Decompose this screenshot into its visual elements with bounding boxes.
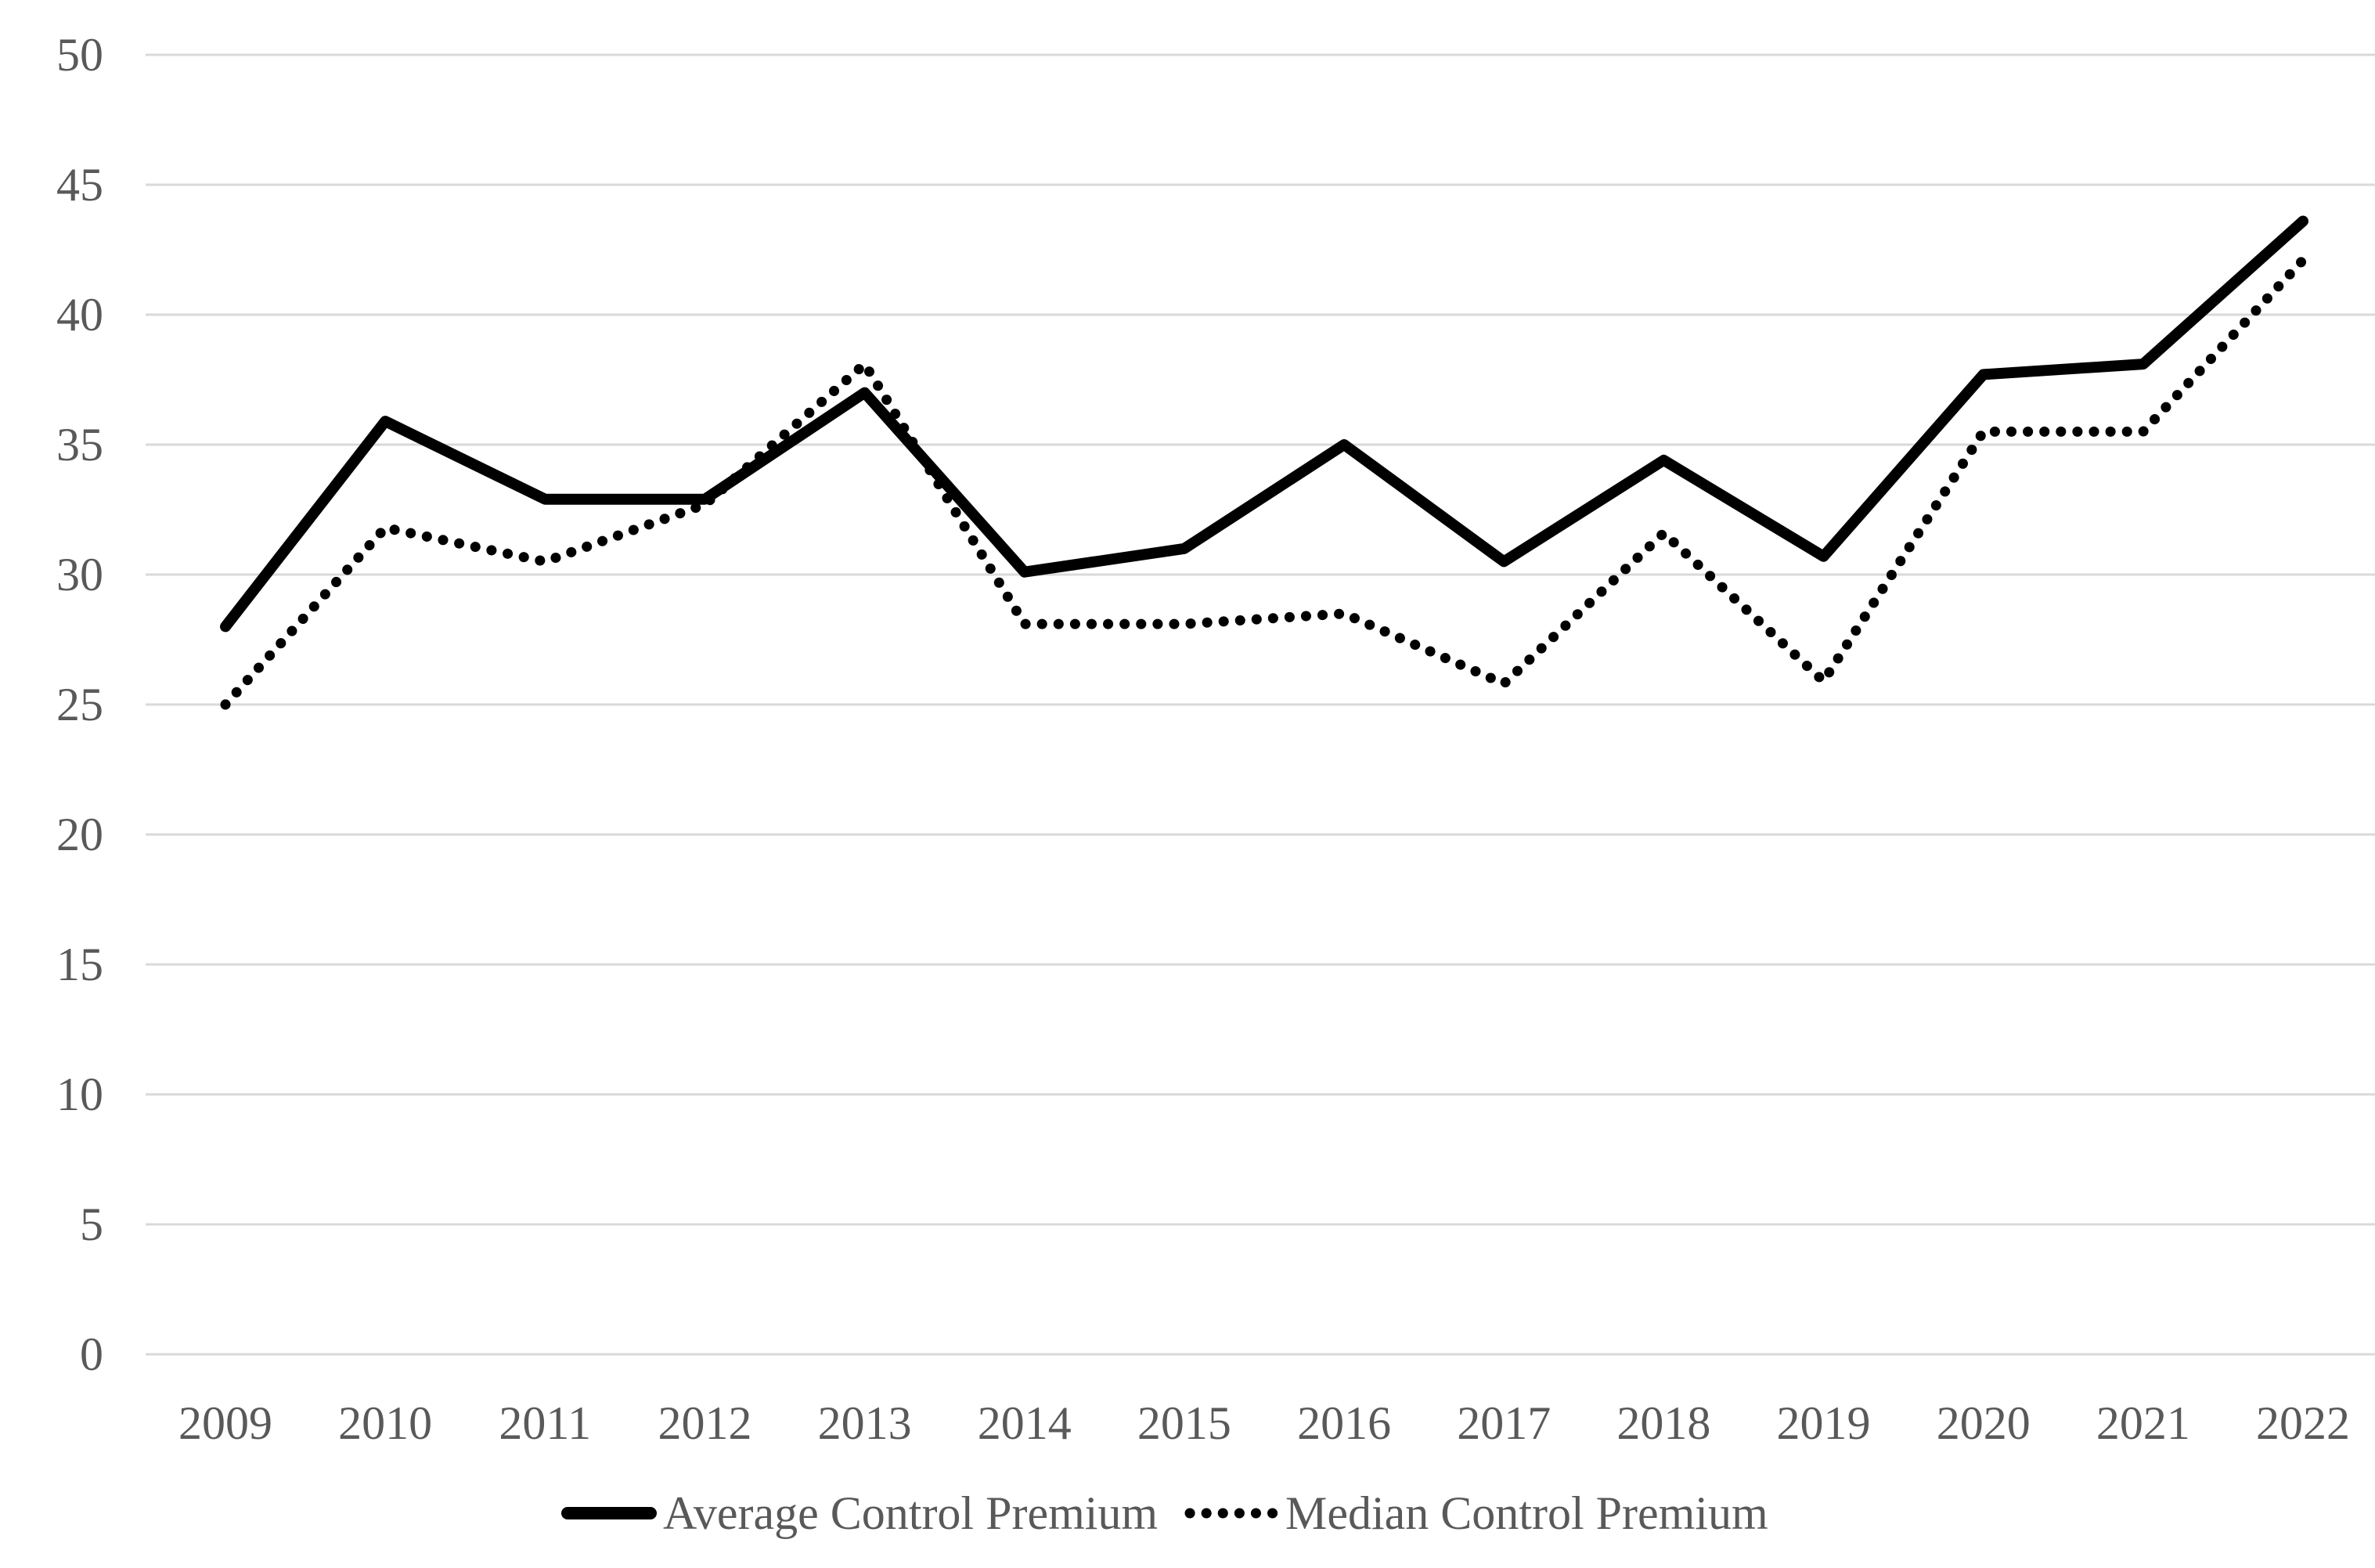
y-axis-tick-label: 10 [56,1069,103,1120]
x-axis-tick-label: 2018 [1616,1397,1710,1449]
x-axis-tick-label: 2020 [1937,1397,2031,1449]
x-axis-tick-label: 2022 [2256,1397,2350,1449]
series-lines [220,215,2308,710]
x-axis-tick-label: 2015 [1137,1397,1231,1449]
x-axis-tick-label: 2014 [978,1397,1072,1449]
y-axis-tick-label: 35 [56,419,103,470]
legend-label: Average Control Premium [663,1487,1158,1539]
chart-canvas: 0 5 10 15 20 25 30 35 40 45 50 2009 2010 2011 2012 201… [56,29,2375,1539]
x-axis-tick-labels: 2009 2010 2011 2012 2013 2014 2015 2016 2017 2018… [178,1397,2350,1449]
y-axis-tick-label: 25 [56,679,103,730]
y-axis-tick-label: 30 [56,549,103,600]
x-axis-tick-label: 2010 [338,1397,432,1449]
y-axis-tick-label: 50 [56,29,103,81]
x-axis-tick-label: 2021 [2096,1397,2190,1449]
y-axis-tick-label: 40 [56,289,103,341]
gridlines [146,53,2375,1356]
x-axis-tick-label: 2017 [1457,1397,1551,1449]
legend-item: Average Control Premium [561,1487,1158,1539]
y-axis-tick-label: 45 [56,159,103,211]
x-axis-tick-label: 2016 [1297,1397,1391,1449]
series-line-dotted [220,254,2308,710]
x-axis-tick-label: 2013 [818,1397,912,1449]
y-axis-tick-labels: 0 5 10 15 20 25 30 35 40 45 50 [56,29,103,1380]
x-axis-tick-label: 2012 [658,1397,751,1449]
x-axis-tick-label: 2011 [499,1397,591,1449]
y-axis-tick-label: 15 [56,939,103,990]
control-premium-line-chart: 0 5 10 15 20 25 30 35 40 45 50 2009 2010 2011 2012 201… [31,13,2375,1555]
legend-label: Median Control Premium [1285,1487,1768,1539]
x-axis-tick-label: 2009 [178,1397,272,1449]
legend: Average Control Premium Median Control Pr… [561,1487,1768,1539]
series-line-solid [220,215,2308,633]
legend-item: Median Control Premium [1184,1487,1768,1539]
x-axis-tick-label: 2019 [1777,1397,1871,1449]
y-axis-tick-label: 0 [80,1328,103,1380]
y-axis-tick-label: 5 [80,1199,103,1250]
y-axis-tick-label: 20 [56,809,103,860]
